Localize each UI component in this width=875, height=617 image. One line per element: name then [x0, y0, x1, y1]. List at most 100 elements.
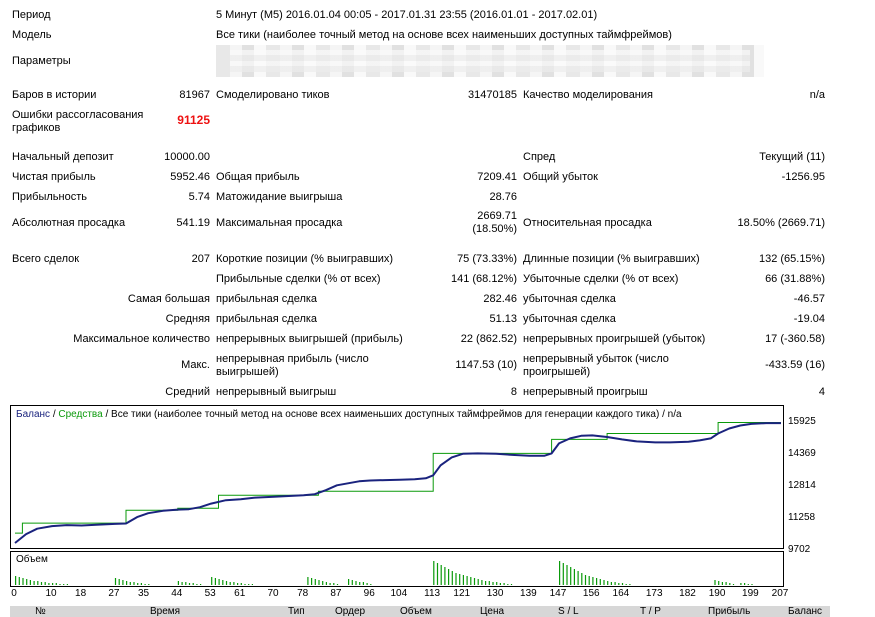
model-value: Все тики (наиболее точный метод на основ… [216, 29, 672, 41]
y-tick: 15925 [788, 416, 816, 427]
volume-bar [729, 583, 731, 585]
volume-bar [336, 584, 339, 585]
legend-sep-1: / [50, 409, 59, 420]
balance-chart: Баланс / Средства / Все тики (наиболее т… [10, 405, 784, 549]
x-tick: 27 [108, 588, 120, 599]
max-cons-profit-label-2: выигрышей) [216, 366, 279, 378]
volume-bar [214, 578, 216, 585]
volume-bar [29, 580, 31, 585]
params-label: Параметры [12, 55, 71, 67]
x-tick: 199 [742, 588, 759, 599]
volume-bar [510, 584, 513, 585]
volume-bar [140, 583, 142, 585]
volume-bar [148, 584, 150, 585]
max-cons-loss-label-2: проигрышей) [523, 366, 591, 378]
volume-bar [603, 580, 605, 585]
spread-label: Спред [523, 151, 556, 163]
x-tick: 0 [11, 588, 17, 599]
volume-bar [448, 569, 450, 585]
x-tick: 44 [171, 588, 183, 599]
quality-value: n/a [809, 89, 825, 101]
net-profit-label: Чистая прибыль [12, 171, 96, 183]
volume-bar [192, 583, 194, 585]
x-tick: 207 [771, 588, 789, 599]
volume-bar [126, 581, 128, 585]
gross-loss-value: -1256.95 [781, 171, 825, 183]
volume-bar [436, 563, 439, 585]
avg-cons-wins-label: непрерывный выигрыш [216, 386, 337, 398]
volume-bar [225, 581, 228, 585]
volume-bar [629, 584, 631, 585]
quality-label: Качество моделирования [523, 89, 653, 101]
avg-label: Средний [165, 386, 210, 398]
volume-bar [196, 584, 198, 585]
volume-bar [610, 582, 612, 585]
volume-bar [233, 582, 235, 585]
abs-dd-label: Абсолютная просадка [12, 217, 126, 229]
volume-bar [40, 582, 43, 585]
volume-bar [55, 583, 57, 585]
mismatch-label-2: графиков [12, 122, 61, 134]
volume-bar [359, 582, 361, 585]
volume-bar [573, 569, 575, 585]
expected-payoff-value: 28.76 [489, 191, 517, 203]
max-dd-label: Максимальная просадка [216, 217, 343, 229]
volume-bar [370, 584, 372, 585]
profit-factor-label: Прибыльность [12, 191, 87, 203]
mismatch-value: 91125 [177, 113, 210, 127]
period-value: 5 Минут (M5) 2016.01.04 00:05 - 2017.01.… [216, 9, 598, 21]
volume-bar [577, 571, 579, 585]
long-label: Длинные позиции (% выигравших) [523, 253, 700, 265]
x-tick: 35 [137, 588, 150, 599]
volume-bar [311, 578, 313, 585]
volume-bar [466, 576, 468, 585]
x-tick: 70 [267, 588, 279, 599]
x-tick: 53 [204, 588, 216, 599]
max-cons-losses-value: 17 (-360.58) [765, 333, 825, 345]
volume-bar [18, 577, 20, 585]
avg-cons-losses-value: 4 [818, 386, 825, 398]
short-label: Короткие позиции (% выигравших) [216, 253, 394, 265]
volume-bar [459, 574, 461, 585]
average-profit-value: 51.13 [489, 313, 517, 325]
volume-bar [444, 567, 446, 585]
volume-bar [451, 571, 453, 585]
volume-bar [462, 575, 464, 585]
gross-profit-label: Общая прибыль [216, 171, 300, 183]
volume-bar [307, 577, 309, 585]
volume-bar [251, 584, 253, 585]
short-value: 75 (73.33%) [457, 253, 517, 265]
rel-dd-label: Относительная просадка [523, 217, 652, 229]
bars-value: 81967 [179, 89, 210, 101]
max-dd-value: 2669.71 [477, 210, 517, 222]
volume-bar [751, 584, 753, 585]
volume-bar [618, 583, 620, 585]
gross-loss-label: Общий убыток [523, 171, 598, 183]
largest-label: Самая большая [127, 293, 210, 305]
volume-bar [747, 584, 749, 585]
spread-value: Текущий (11) [759, 151, 825, 163]
volume-bar [181, 582, 183, 585]
x-tick: 10 [45, 588, 57, 599]
params-redacted-overlay [230, 50, 750, 72]
equity-line [15, 422, 781, 534]
volume-chart: Объем [10, 551, 784, 587]
x-tick: 61 [234, 588, 246, 599]
y-tick: 12814 [788, 480, 816, 491]
volume-bar [581, 573, 583, 585]
volume-bar [455, 573, 457, 585]
volume-bar [566, 565, 568, 585]
volume-bar [314, 579, 316, 585]
ticks-value: 31470185 [468, 89, 517, 101]
legend-sep-2: / [102, 409, 112, 420]
expected-payoff-label: Матожидание выигрыша [216, 191, 343, 203]
volume-bar [59, 584, 61, 585]
volume-bar [621, 583, 624, 585]
largest-profit-value: 282.46 [483, 293, 517, 305]
deposit-label: Начальный депозит [12, 151, 114, 163]
volume-bar [725, 582, 727, 585]
volume-bar [607, 581, 609, 585]
volume-bar [584, 575, 587, 585]
largest-profit-label: прибыльная сделка [216, 293, 318, 305]
col-number: № [35, 606, 46, 617]
